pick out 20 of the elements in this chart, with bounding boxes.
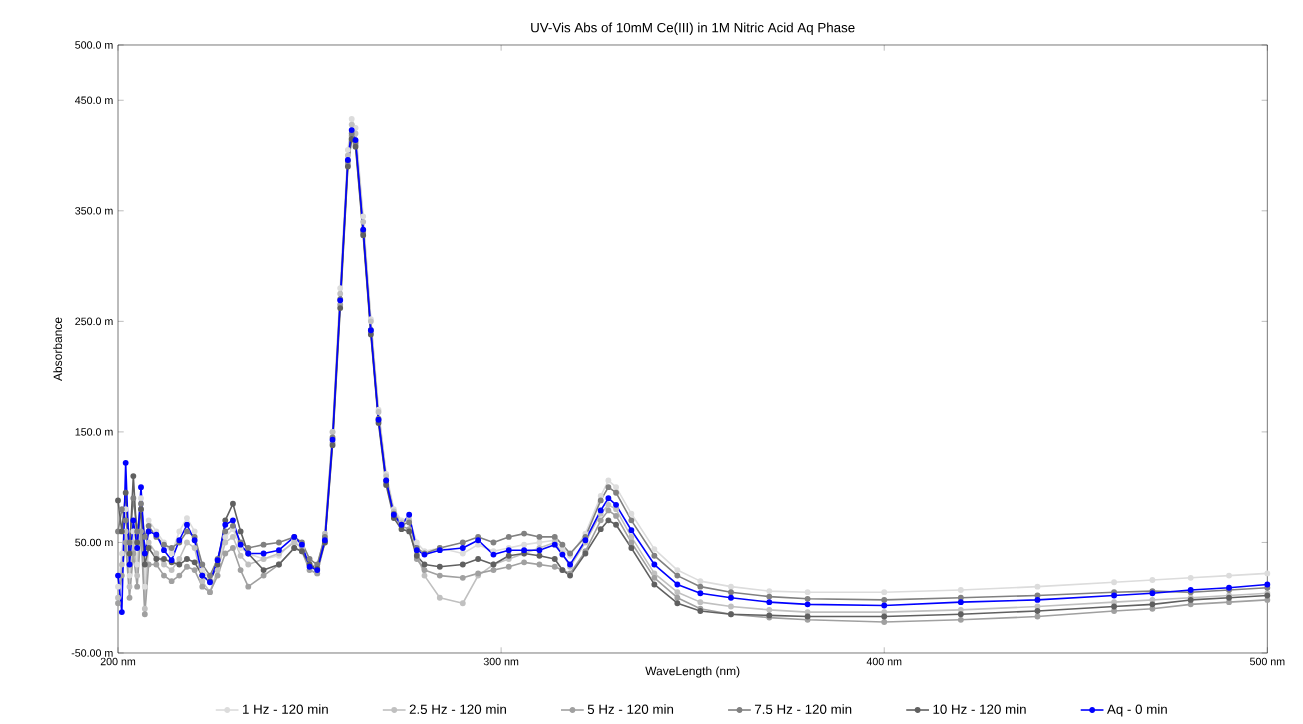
legend-label: Aq - 0 min bbox=[1106, 704, 1167, 717]
y-axis-title: Absorbance bbox=[53, 317, 63, 381]
legend-label: 5 Hz - 120 min bbox=[587, 704, 674, 714]
y-tick-label: 500.0 m bbox=[75, 41, 113, 49]
legend-label: 1 Hz - 120 min bbox=[243, 704, 328, 714]
legend-label: 2.5 Hz - 120 min bbox=[409, 704, 506, 714]
y-tick-label: 450.0 m bbox=[75, 96, 113, 105]
chart-title: UV-Vis Abs of 10mM Ce(III) in 1M Nitric Acid Aq Phase bbox=[531, 22, 855, 35]
x-axis-title: WaveLength (nm) bbox=[645, 666, 740, 678]
y-tick-label: 50.00 m bbox=[75, 538, 113, 547]
x-tick-label: 400 nm bbox=[866, 657, 902, 666]
y-tick-label: -50.00 m bbox=[71, 649, 113, 657]
y-tick-label: 250.0 m bbox=[75, 317, 113, 326]
legend-label: 10 Hz - 120 min bbox=[933, 704, 1026, 714]
x-tick-label: 200 nm bbox=[100, 657, 136, 666]
y-tick-label: 350.0 m bbox=[75, 207, 113, 215]
x-tick-label: 500 nm bbox=[1249, 657, 1285, 666]
legend-label: 7.5 Hz - 120 min bbox=[754, 704, 852, 714]
y-tick-label: 150.0 m bbox=[75, 428, 113, 436]
x-tick-label: 300 nm bbox=[483, 657, 519, 666]
